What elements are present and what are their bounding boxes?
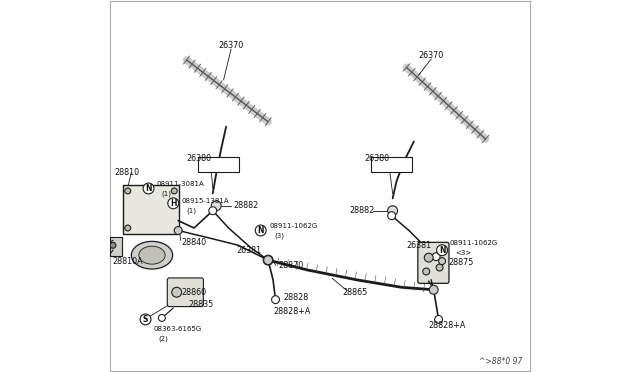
FancyBboxPatch shape [371, 157, 412, 171]
Circle shape [264, 256, 272, 264]
Text: 08911-3081A: 08911-3081A [157, 180, 205, 186]
Circle shape [271, 296, 280, 304]
Text: 28875: 28875 [449, 258, 474, 267]
Circle shape [143, 183, 154, 194]
FancyBboxPatch shape [167, 278, 204, 307]
Circle shape [388, 212, 396, 219]
Circle shape [125, 225, 131, 231]
Text: 28865: 28865 [342, 288, 367, 297]
Text: 28882: 28882 [234, 201, 259, 210]
Circle shape [172, 287, 182, 297]
Text: 08363-6165G: 08363-6165G [154, 326, 202, 332]
Text: 28882: 28882 [349, 206, 374, 215]
Text: S: S [143, 315, 148, 324]
Circle shape [159, 314, 165, 321]
Text: 08915-1381A: 08915-1381A [182, 198, 229, 204]
FancyBboxPatch shape [111, 237, 122, 256]
FancyBboxPatch shape [418, 242, 449, 283]
Text: 28828: 28828 [283, 293, 308, 302]
Circle shape [125, 188, 131, 194]
Text: 26370: 26370 [419, 51, 444, 60]
FancyBboxPatch shape [123, 185, 179, 234]
Text: H: H [170, 199, 177, 208]
Circle shape [388, 206, 397, 216]
Circle shape [424, 253, 433, 262]
Text: 26380: 26380 [187, 154, 212, 163]
Circle shape [438, 258, 445, 264]
Circle shape [264, 256, 273, 264]
Circle shape [174, 227, 182, 234]
Circle shape [209, 207, 217, 215]
Text: 28828+A: 28828+A [273, 307, 310, 315]
Text: 28810A: 28810A [113, 257, 143, 266]
Circle shape [110, 242, 116, 248]
Circle shape [436, 264, 443, 271]
Circle shape [263, 255, 273, 265]
Circle shape [211, 201, 221, 211]
Text: 08911-1062G: 08911-1062G [269, 222, 317, 228]
Text: 26370: 26370 [218, 41, 244, 50]
Text: 26381: 26381 [236, 246, 261, 255]
Text: 28810: 28810 [114, 168, 139, 177]
Text: <3>: <3> [455, 250, 471, 256]
Circle shape [140, 314, 151, 325]
Circle shape [255, 225, 266, 236]
Text: (1): (1) [162, 190, 172, 197]
Text: 26380: 26380 [364, 154, 390, 163]
Circle shape [435, 315, 442, 323]
Circle shape [429, 285, 438, 294]
Ellipse shape [131, 241, 173, 269]
Text: 08911-1062G: 08911-1062G [450, 240, 498, 246]
Circle shape [172, 188, 177, 194]
Text: (1): (1) [187, 208, 196, 214]
Text: (3): (3) [274, 232, 284, 239]
Text: 26381: 26381 [406, 241, 431, 250]
Circle shape [264, 256, 272, 264]
Ellipse shape [139, 246, 165, 264]
Text: 28828+A: 28828+A [429, 321, 466, 330]
Text: N: N [257, 226, 264, 235]
Text: 28835: 28835 [188, 300, 213, 309]
Text: ^>88*0 97: ^>88*0 97 [479, 357, 523, 366]
FancyBboxPatch shape [198, 157, 239, 171]
Text: (2): (2) [159, 336, 168, 343]
Circle shape [432, 253, 440, 261]
Text: N: N [439, 246, 445, 255]
Circle shape [423, 268, 429, 275]
Text: 28840: 28840 [182, 238, 207, 247]
Circle shape [436, 245, 447, 256]
Circle shape [168, 198, 179, 209]
Text: 28860: 28860 [182, 288, 207, 297]
Text: 28870: 28870 [278, 260, 303, 270]
Text: N: N [145, 184, 152, 193]
